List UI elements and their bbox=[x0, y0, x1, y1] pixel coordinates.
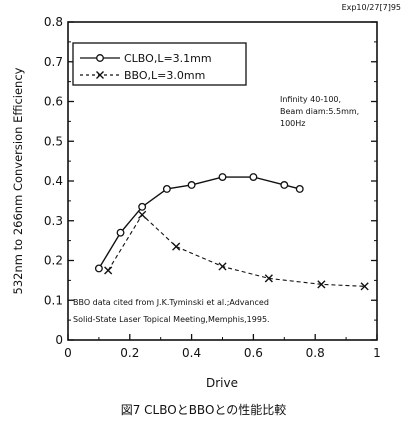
bbo-data-point bbox=[172, 242, 181, 251]
x-axis-label: Drive bbox=[206, 376, 238, 390]
clbo-data-point bbox=[280, 181, 289, 189]
y-axis-label: 532nm to 266nm Conversion Efficiency bbox=[11, 67, 25, 294]
legend-clbo-label: CLBO,L=3.1mm bbox=[124, 52, 212, 65]
bbo-data-point bbox=[104, 266, 113, 275]
legend-bbo-label: BBO,L=3.0mm bbox=[124, 69, 205, 82]
clbo-data-point bbox=[94, 264, 103, 273]
clbo-data-point bbox=[116, 228, 125, 237]
y-tick-label: 0.7 bbox=[44, 55, 63, 69]
series-line-clbo bbox=[98, 176, 300, 269]
y-tick-label: 0.8 bbox=[44, 15, 63, 29]
bbo-data-point bbox=[218, 262, 227, 271]
bbo-data-point bbox=[360, 282, 369, 291]
citation-line-1: BBO data cited from J.K.Tyminski et al.;… bbox=[73, 298, 269, 307]
legend-bbo-marker bbox=[96, 71, 104, 79]
y-tick-label: 0.1 bbox=[44, 293, 63, 307]
y-tick-label: 0.5 bbox=[44, 134, 63, 148]
x-tick-label: 1 bbox=[373, 346, 381, 360]
x-tick-label: 0.4 bbox=[182, 346, 201, 360]
document-stamp: Exp10/27[7]95 bbox=[341, 3, 401, 12]
citation-line-2: Solid-State Laser Topical Meeting,Memphi… bbox=[73, 315, 270, 324]
ticks-layer: 0 0.2 0.4 0.6 0.8 1 0 0.1 0.2 0.3 0.4 0.5 0.6 0.7 0.8 bbox=[44, 15, 381, 360]
bbo-data-point bbox=[317, 280, 326, 289]
clbo-data-point bbox=[162, 184, 171, 193]
clbo-data-point bbox=[295, 184, 304, 193]
x-tick-label: 0 bbox=[64, 346, 72, 360]
legend-clbo-marker bbox=[96, 54, 104, 62]
clbo-data-point bbox=[218, 173, 227, 181]
series-line-bbo bbox=[107, 213, 365, 287]
bbo-data-point bbox=[138, 210, 147, 219]
y-tick-label: 0 bbox=[55, 333, 63, 347]
y-tick-label: 0.6 bbox=[44, 95, 63, 109]
y-tick-label: 0.3 bbox=[44, 214, 63, 228]
figure-caption: 図7 CLBOとBBOとの性能比較 bbox=[120, 403, 287, 417]
conversion-efficiency-chart: 0 0.2 0.4 0.6 0.8 100.10.20.30.40.50.60.70.8 … bbox=[11, 15, 381, 390]
clbo-data-point bbox=[187, 181, 196, 189]
annotation-line-1: Infinity 40-100, bbox=[280, 95, 341, 104]
x-tick-label: 0.6 bbox=[244, 346, 263, 360]
annotation-line-3: 100Hz bbox=[280, 119, 305, 128]
series-layer bbox=[94, 173, 369, 291]
y-tick-label: 0.2 bbox=[44, 254, 63, 268]
clbo-data-point bbox=[249, 173, 258, 181]
x-tick-label: 0.2 bbox=[120, 346, 139, 360]
x-tick-label: 0.8 bbox=[306, 346, 325, 360]
legend: CLBO,L=3.1mm BBO,L=3.0mm bbox=[72, 42, 247, 86]
clbo-data-point bbox=[138, 202, 147, 211]
annotation-line-2: Beam diam:5.5mm, bbox=[280, 107, 359, 116]
y-tick-label: 0.4 bbox=[44, 174, 63, 188]
legend-box bbox=[72, 42, 247, 86]
bbo-data-point bbox=[264, 274, 273, 283]
